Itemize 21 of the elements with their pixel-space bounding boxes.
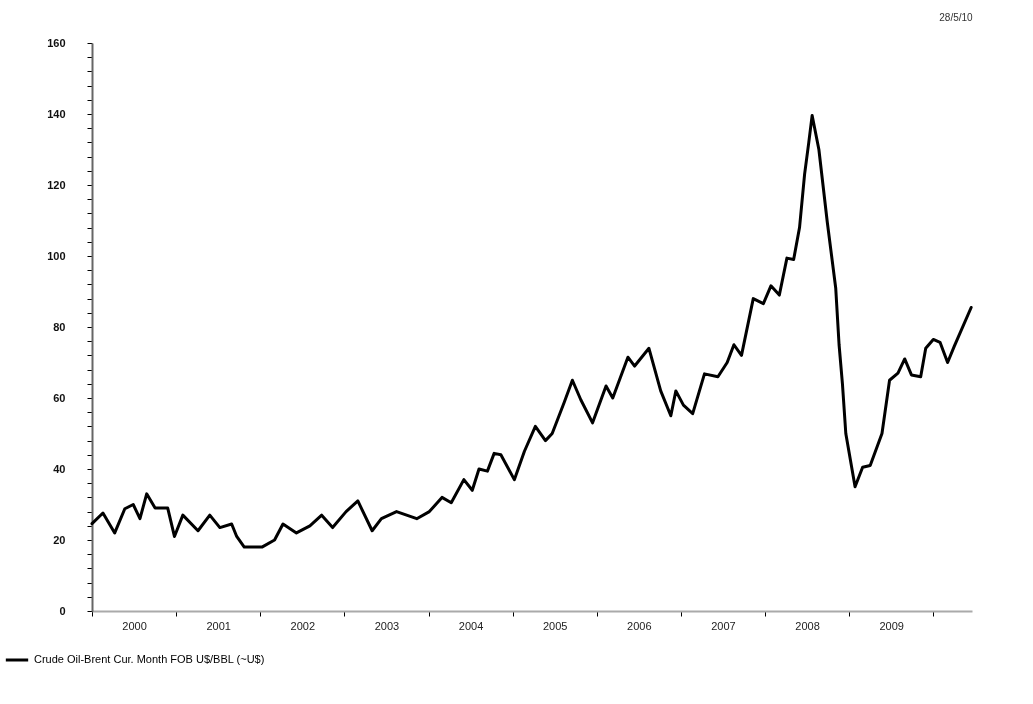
y-tick-label: 60 — [53, 391, 66, 404]
x-tick-label: 2007 — [711, 619, 736, 632]
x-tick-label: 2002 — [290, 619, 316, 632]
y-tick-label: 80 — [53, 320, 66, 333]
y-tick-label: 140 — [47, 107, 66, 120]
x-tick-label: 2006 — [627, 619, 652, 632]
y-tick-label: 160 — [47, 36, 66, 49]
y-tick-label: 120 — [47, 178, 66, 191]
x-tick-label: 2004 — [458, 619, 484, 632]
y-tick-label: 100 — [47, 249, 66, 262]
text: 28/5/10 — [939, 12, 974, 23]
x-tick-label: 2003 — [374, 619, 400, 632]
x-tick-label: 2001 — [206, 619, 231, 632]
x-tick-label: 2008 — [795, 619, 820, 632]
y-tick-label: 0 — [59, 604, 66, 617]
y-tick-label: 20 — [53, 533, 66, 546]
x-tick-label: 2009 — [879, 619, 904, 632]
y-tick-label: 40 — [53, 462, 66, 475]
x-tick-label: 2000 — [122, 619, 147, 632]
legend-label: Crude Oil-Brent Cur. Month FOB U$/BBL (~U$) — [34, 653, 265, 665]
x-tick-label: 2005 — [542, 619, 568, 632]
